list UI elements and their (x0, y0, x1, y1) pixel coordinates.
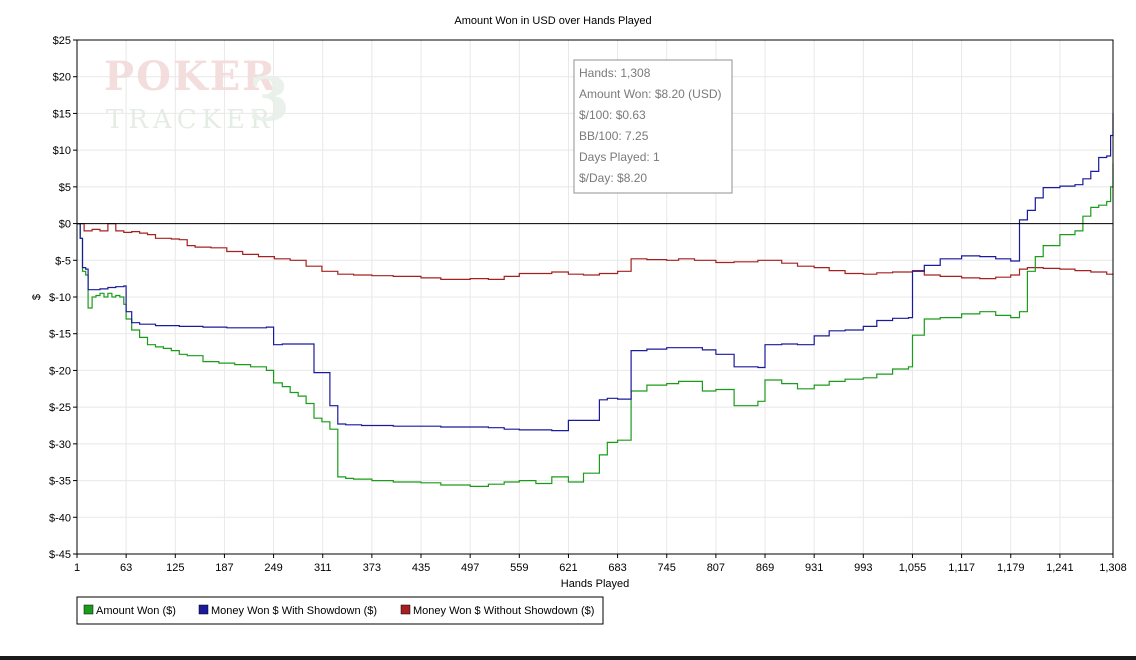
y-tick-label: $-35 (49, 476, 71, 488)
y-tick-label: $-15 (49, 329, 71, 341)
y-tick-label: $-40 (49, 512, 71, 524)
series-layer (77, 113, 1114, 487)
y-tick-label: $15 (53, 108, 71, 120)
tooltip: Hands: 1,308 Amount Won: $8.20 (USD) $/100… (573, 59, 733, 194)
svg-text:3: 3 (248, 65, 290, 135)
y-tick-label: $-10 (49, 292, 71, 304)
legend-label: Money Won $ Without Showdown ($) (413, 605, 594, 617)
legend-box (76, 596, 604, 625)
x-axis-label: Hands Played (561, 578, 630, 590)
legend-label: Money Won $ With Showdown ($) (211, 605, 377, 617)
svg-text:POKER: POKER (104, 53, 277, 100)
tooltip-line: Days Played: 1 (579, 150, 660, 164)
x-tick-label: 63 (120, 562, 132, 574)
x-tick-label: 807 (707, 562, 725, 574)
y-tick-label: $-5 (55, 255, 71, 267)
x-tick-label: 1,179 (997, 562, 1025, 574)
svg-text:TRACKER: TRACKER (106, 105, 275, 135)
x-tick-label: 311 (314, 562, 332, 574)
x-tick-label: 745 (658, 562, 676, 574)
x-tick-label: 1,117 (948, 562, 975, 574)
y-tick-label: $-25 (49, 402, 71, 414)
x-tick-label: 559 (510, 562, 528, 574)
y-tick-label: $0 (59, 219, 71, 231)
legend-swatch (198, 604, 209, 615)
legend-swatch (83, 604, 94, 615)
x-tick-label: 993 (854, 562, 872, 574)
y-tick-label: $-20 (49, 365, 71, 377)
y-tick-label: $5 (59, 182, 71, 194)
x-tick-label: 435 (412, 562, 430, 574)
series-line-amount-won (77, 163, 1114, 487)
y-tick-label: $25 (53, 35, 71, 47)
tooltip-line: $/100: $0.63 (579, 108, 646, 122)
series-line-money-won-without-showdown (77, 223, 1114, 280)
y-tick-label: $-45 (49, 549, 71, 561)
x-tick-label: 869 (756, 562, 774, 574)
x-tick-label: 1,308 (1099, 562, 1127, 574)
legend-label: Amount Won ($) (96, 605, 176, 617)
series-line-money-won-with-showdown (77, 113, 1114, 432)
y-tick-label: $10 (53, 145, 71, 157)
tooltip-line: BB/100: 7.25 (579, 129, 649, 143)
x-tick-label: 1,055 (899, 562, 927, 574)
watermark-logo: POKER TRACKER 3 (104, 53, 290, 135)
x-tick-label: 249 (264, 562, 282, 574)
y-axis: $25 $20 $15 $10 $5 $0 $-5 $-10 $-15 $-20 $-25 $-30 $… (49, 35, 77, 561)
x-tick-label: 497 (461, 562, 479, 574)
y-tick-label: $-30 (49, 439, 71, 451)
window-bottom-border (0, 656, 1136, 660)
tooltip-line: Hands: 1,308 (579, 66, 651, 80)
tooltip-line: $/Day: $8.20 (579, 171, 647, 185)
chart-title: Amount Won in USD over Hands Played (454, 15, 651, 27)
tooltip-line: Amount Won: $8.20 (USD) (579, 87, 722, 101)
x-tick-label: 621 (559, 562, 577, 574)
x-tick-label: 931 (805, 562, 823, 574)
x-tick-label: 125 (166, 562, 184, 574)
legend: Amount Won ($) Money Won $ With Showdown … (76, 596, 604, 625)
x-tick-label: 187 (215, 562, 233, 574)
y-axis-label: $ (31, 294, 43, 300)
x-axis: 1 63 125 187 249 311 373 435 497 559 621 683 745 807 8… (74, 554, 1127, 574)
legend-swatch (400, 604, 411, 615)
x-tick-label: 683 (608, 562, 626, 574)
x-tick-label: 1 (74, 562, 80, 574)
x-tick-label: 1,241 (1046, 562, 1074, 574)
y-tick-label: $20 (53, 72, 71, 84)
tooltip-box (573, 59, 733, 194)
x-tick-label: 373 (363, 562, 381, 574)
